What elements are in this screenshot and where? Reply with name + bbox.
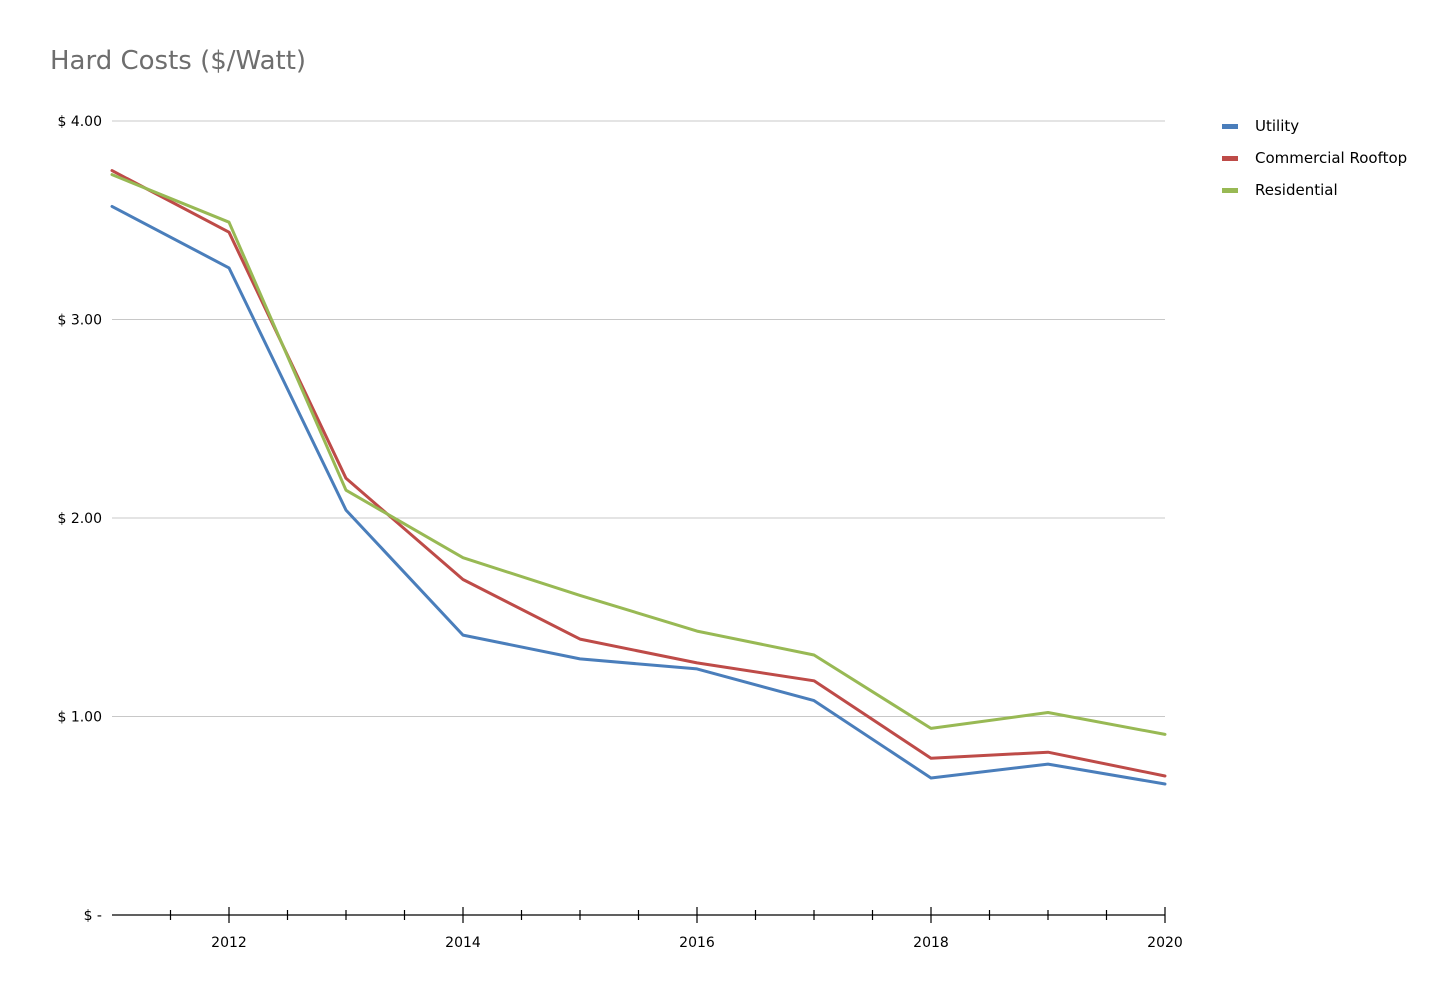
legend: Utility Commercial Rooftop Residential (1222, 110, 1407, 206)
tick-labels: $ 4.00 $ 3.00 $ 2.00 $ 1.00 $ - 2012 2014 2016 2… (57, 114, 1182, 951)
legend-item-residential: Residential (1222, 174, 1407, 206)
gridlines (112, 120, 1165, 717)
axes (112, 907, 1166, 923)
legend-swatch-commercial-rooftop (1222, 155, 1238, 161)
series-line-utility (110, 204, 1167, 786)
legend-item-commercial-rooftop: Commercial Rooftop (1222, 142, 1407, 174)
legend-label-utility: Utility (1255, 117, 1300, 135)
x-tick-label: 2016 (679, 935, 715, 951)
x-tick-label: 2014 (445, 935, 481, 951)
x-tick-label: 2018 (913, 935, 949, 951)
legend-label-residential: Residential (1255, 181, 1338, 199)
series-line-residential (110, 173, 1167, 736)
legend-swatch-utility (1222, 123, 1238, 129)
y-tick-label: $ 1.00 (57, 710, 102, 726)
legend-swatch-residential (1222, 187, 1238, 193)
legend-item-utility: Utility (1222, 110, 1407, 142)
y-tick-label: $ - (84, 908, 102, 924)
series-lines (110, 169, 1167, 786)
y-tick-label: $ 2.00 (57, 511, 102, 527)
x-tick-label: 2020 (1147, 935, 1183, 951)
legend-label-commercial-rooftop: Commercial Rooftop (1255, 149, 1408, 167)
chart-title: Hard Costs ($/Watt) (50, 46, 307, 76)
x-tick-label: 2012 (211, 935, 247, 951)
y-tick-label: $ 3.00 (57, 313, 102, 329)
y-tick-label: $ 4.00 (57, 114, 102, 130)
series-line-commercial-rooftop (110, 169, 1167, 778)
